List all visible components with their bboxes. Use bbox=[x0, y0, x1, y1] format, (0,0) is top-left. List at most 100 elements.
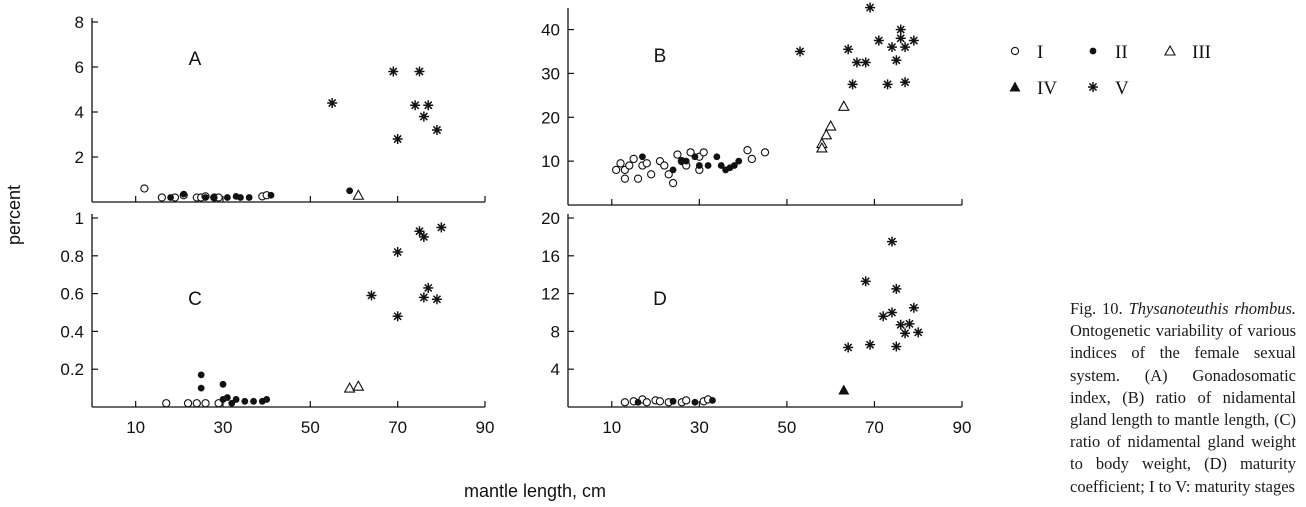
data-point-III bbox=[815, 141, 828, 153]
data-point-II bbox=[223, 394, 231, 401]
x-tick-label: 90 bbox=[476, 418, 495, 437]
y-tick-label: 4 bbox=[75, 103, 84, 122]
y-tick-label: 40 bbox=[541, 21, 560, 40]
data-point-V bbox=[860, 57, 871, 68]
data-point-II bbox=[346, 187, 354, 195]
data-point-V bbox=[414, 66, 425, 77]
data-point-V bbox=[418, 111, 429, 122]
y-tick-label: 12 bbox=[541, 285, 560, 304]
data-point-V bbox=[847, 79, 858, 90]
data-point-II bbox=[709, 396, 716, 404]
legend-marker bbox=[1088, 82, 1098, 92]
y-tick-label: 2 bbox=[75, 148, 84, 167]
data-point-I bbox=[629, 154, 638, 164]
data-point-II bbox=[202, 194, 209, 201]
legend-label: I bbox=[1037, 42, 1043, 63]
data-point-V bbox=[908, 35, 919, 46]
data-point-V bbox=[843, 44, 854, 55]
panel-label: B bbox=[654, 46, 667, 67]
data-point-II bbox=[197, 384, 205, 392]
x-tick-label: 30 bbox=[690, 418, 709, 437]
data-point-II bbox=[263, 396, 271, 403]
data-point-I bbox=[625, 161, 634, 170]
panel-label: C bbox=[188, 289, 202, 310]
data-point-I bbox=[760, 148, 770, 157]
data-point-I bbox=[620, 174, 630, 183]
legend-label: II bbox=[1115, 42, 1128, 63]
data-point-V bbox=[392, 311, 403, 322]
data-point-I bbox=[699, 148, 708, 157]
data-point-I bbox=[620, 398, 630, 407]
data-point-V bbox=[891, 55, 902, 66]
data-point-II bbox=[237, 194, 244, 201]
data-point-V bbox=[388, 66, 399, 77]
data-point-V bbox=[878, 311, 889, 322]
data-point-V bbox=[865, 2, 876, 13]
data-point-V bbox=[851, 57, 862, 68]
legend-item-III: III bbox=[1164, 42, 1211, 63]
legend-item-V: V bbox=[1088, 78, 1129, 99]
data-point-V bbox=[895, 33, 906, 44]
data-point-II bbox=[197, 371, 205, 379]
data-point-II bbox=[704, 162, 712, 169]
x-tick-label: 70 bbox=[865, 418, 884, 437]
legend-item-IV: IV bbox=[1009, 78, 1057, 99]
legend-marker bbox=[1009, 81, 1021, 92]
data-point-I bbox=[647, 170, 656, 179]
data-point-III bbox=[824, 119, 837, 131]
data-point-II bbox=[691, 153, 699, 161]
data-point-III bbox=[352, 380, 365, 391]
data-point-I bbox=[201, 399, 210, 408]
data-point-V bbox=[873, 35, 884, 46]
data-point-I bbox=[686, 148, 695, 157]
y-tick-label: 0.8 bbox=[60, 247, 84, 266]
figure-caption: Fig. 10. Thysanoteuthis rhombus. Ontogen… bbox=[1070, 298, 1296, 498]
legend-marker bbox=[1089, 47, 1097, 55]
data-point-V bbox=[886, 236, 897, 247]
x-tick-label: 90 bbox=[953, 418, 972, 437]
data-point-V bbox=[908, 302, 919, 313]
y-tick-label: 30 bbox=[541, 64, 560, 83]
data-point-II bbox=[250, 397, 257, 405]
x-tick-label: 50 bbox=[301, 418, 320, 437]
data-point-V bbox=[913, 327, 924, 338]
data-point-I bbox=[664, 170, 673, 179]
data-point-I bbox=[642, 398, 651, 407]
data-point-V bbox=[431, 125, 442, 135]
caption-text: Ontogenetic variability of various indic… bbox=[1070, 321, 1296, 496]
data-point-III bbox=[820, 128, 833, 140]
data-point-I bbox=[747, 154, 757, 164]
data-point-I bbox=[660, 161, 669, 170]
data-point-I bbox=[655, 397, 665, 406]
data-point-II bbox=[669, 166, 677, 174]
caption-species: Thysanoteuthis rhombus. bbox=[1128, 299, 1296, 318]
data-point-II bbox=[232, 396, 240, 403]
data-point-V bbox=[891, 283, 902, 294]
legend-label: IV bbox=[1037, 78, 1057, 99]
y-tick-label: 8 bbox=[551, 322, 560, 341]
data-point-V bbox=[418, 292, 429, 303]
data-point-V bbox=[436, 222, 447, 233]
data-point-III bbox=[343, 381, 356, 393]
data-point-I bbox=[192, 399, 201, 408]
panel-C: 0.2 0.4 0.6 0.8 1 10 30 50 70 90 C bbox=[60, 209, 494, 437]
data-point-I bbox=[157, 193, 167, 202]
data-point-I bbox=[633, 174, 643, 183]
y-tick-label: 4 bbox=[551, 360, 560, 379]
legend-label: V bbox=[1115, 78, 1129, 99]
data-point-III bbox=[352, 189, 365, 200]
data-point-II bbox=[669, 397, 677, 405]
data-point-V bbox=[410, 100, 421, 111]
data-point-V bbox=[431, 294, 442, 305]
x-tick-label: 10 bbox=[126, 418, 145, 437]
data-point-V bbox=[865, 339, 876, 350]
data-point-V bbox=[895, 319, 906, 330]
y-tick-label: 20 bbox=[541, 108, 560, 127]
data-point-II bbox=[717, 162, 725, 169]
data-point-V bbox=[392, 134, 403, 144]
data-point-V bbox=[860, 276, 871, 287]
x-tick-label: 30 bbox=[214, 418, 233, 437]
y-axis-label: percent bbox=[4, 185, 24, 245]
data-point-II bbox=[267, 191, 275, 199]
x-axis-label: mantle length, cm bbox=[464, 481, 606, 501]
